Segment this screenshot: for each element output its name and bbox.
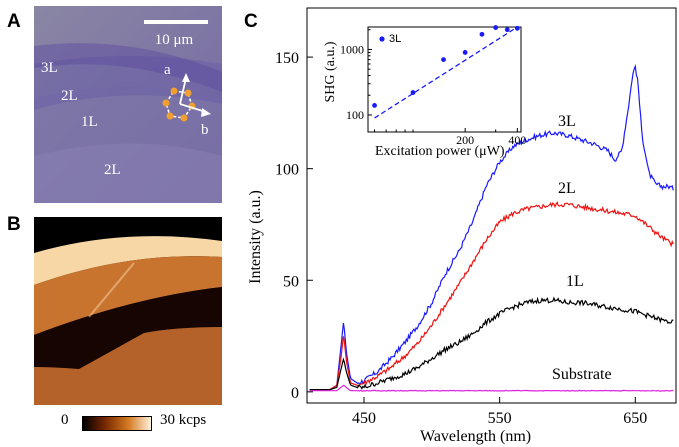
panel-letter-a: A	[7, 11, 21, 32]
inset-point	[410, 90, 416, 95]
axis-a-label: a	[164, 62, 171, 78]
panel-b-map	[34, 217, 222, 405]
layer-label-2l-top: 2L	[61, 88, 78, 104]
inset-x-tick-label-400: 400	[508, 133, 526, 147]
inset-y-tick-label-1000: 1000	[340, 42, 364, 56]
axis-b-label: b	[201, 122, 209, 138]
annotation-2l: 2L	[558, 180, 576, 197]
inset-legend-label: 3L	[389, 33, 402, 45]
inset-point	[514, 25, 520, 31]
scale-bar-label: 10 μm	[155, 32, 194, 48]
colorbar-max-label: 30 kcps	[160, 412, 207, 428]
main-x-axis-title: Wavelength (nm)	[420, 428, 532, 445]
annotation-3l: 3L	[558, 113, 576, 130]
crystal-hexagon	[162, 87, 196, 122]
colorbar	[82, 416, 152, 431]
map-streak	[88, 262, 135, 318]
y-tick-label-0: 0	[291, 385, 299, 402]
panel-a-micrograph: 10 μm 3L 2L 1L 2L a b	[34, 6, 222, 203]
inset-fit-line	[374, 26, 518, 119]
inset-point	[479, 31, 485, 37]
panel-letter-c: C	[244, 11, 258, 32]
map-dark-region	[34, 287, 222, 369]
annotation-substrate: Substrate	[552, 366, 612, 383]
main-y-axis-title: Intensity (a.u.)	[247, 190, 264, 284]
flake-2l-region	[34, 56, 222, 110]
panel-letter-b: B	[7, 214, 21, 235]
inset-frame	[367, 26, 522, 133]
inset-x-tick-label-200: 200	[456, 133, 474, 147]
flake-bottom-region	[34, 143, 222, 203]
series-line-1l	[309, 296, 674, 391]
x-tick-label-450: 450	[352, 410, 376, 427]
layer-label-2l-bottom: 2L	[104, 162, 121, 178]
map-2l-region	[34, 256, 222, 335]
y-tick-label-100: 100	[275, 162, 299, 179]
axis-arrows	[179, 73, 211, 117]
inset-point	[441, 57, 446, 62]
scale-bar	[144, 20, 208, 24]
y-tick-label-50: 50	[283, 273, 299, 290]
inset-y-axis-title: SHG (a.u.)	[323, 41, 338, 103]
map-3l-bright-band	[34, 236, 222, 285]
inset-point	[462, 50, 468, 55]
x-tick-label-550: 550	[488, 410, 512, 427]
inset-y-tick-label-100: 100	[346, 108, 364, 122]
inset-point	[504, 27, 510, 33]
map-1l-region	[34, 327, 222, 405]
inset-point	[372, 103, 377, 108]
inset-x-axis-title: Excitation power (μW)	[375, 144, 505, 159]
layer-label-1l: 1L	[81, 114, 98, 130]
inset-point	[493, 25, 499, 30]
x-tick-label-650: 650	[623, 410, 647, 427]
flake-3l-edge	[34, 43, 222, 92]
series-line-2l	[309, 200, 674, 391]
inset-legend-marker	[379, 36, 385, 42]
y-tick-label-150: 150	[275, 50, 299, 67]
layer-label-3l: 3L	[41, 60, 58, 76]
series-line-3l	[309, 63, 674, 391]
series-line-substrate	[309, 384, 674, 392]
annotation-1l: 1L	[566, 273, 584, 290]
colorbar-min-label: 0	[61, 412, 69, 428]
main-plot-frame	[306, 7, 677, 404]
